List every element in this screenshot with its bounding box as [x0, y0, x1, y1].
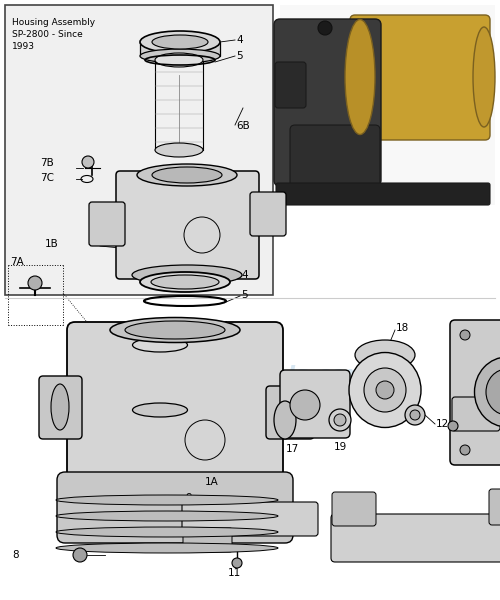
Circle shape	[232, 558, 242, 568]
Text: 19: 19	[334, 442, 347, 452]
Ellipse shape	[140, 31, 220, 53]
Bar	[140, 42, 220, 56]
FancyBboxPatch shape	[250, 192, 286, 236]
FancyBboxPatch shape	[39, 376, 82, 439]
Text: 17: 17	[286, 444, 299, 454]
Ellipse shape	[110, 317, 240, 343]
Circle shape	[318, 21, 332, 35]
Text: Housing Assembly
SP-2800 - Since
1993: Housing Assembly SP-2800 - Since 1993	[12, 18, 95, 50]
Text: 15: 15	[467, 427, 480, 437]
Ellipse shape	[140, 272, 230, 292]
Text: 11: 11	[228, 568, 241, 578]
FancyBboxPatch shape	[280, 370, 350, 438]
Ellipse shape	[132, 403, 188, 417]
Ellipse shape	[274, 401, 296, 439]
FancyBboxPatch shape	[266, 386, 314, 439]
Ellipse shape	[290, 390, 320, 420]
Ellipse shape	[125, 321, 225, 339]
FancyBboxPatch shape	[274, 19, 381, 186]
Ellipse shape	[410, 410, 420, 420]
Circle shape	[460, 330, 470, 340]
FancyBboxPatch shape	[350, 15, 490, 140]
FancyBboxPatch shape	[332, 492, 376, 526]
Ellipse shape	[140, 49, 220, 63]
FancyBboxPatch shape	[452, 397, 500, 431]
Ellipse shape	[405, 405, 425, 425]
FancyBboxPatch shape	[450, 320, 500, 465]
Text: 9: 9	[490, 502, 496, 512]
Text: 6A: 6A	[216, 321, 230, 331]
Ellipse shape	[349, 352, 421, 427]
Text: 1B: 1B	[45, 239, 59, 249]
Circle shape	[73, 548, 87, 562]
Text: 3: 3	[274, 399, 280, 409]
Circle shape	[28, 276, 42, 290]
Ellipse shape	[56, 543, 278, 553]
Text: INYOpools.com: INYOpools.com	[181, 365, 369, 385]
Ellipse shape	[56, 495, 278, 505]
Ellipse shape	[285, 391, 305, 433]
Ellipse shape	[474, 357, 500, 427]
Ellipse shape	[152, 167, 222, 183]
Bar	[280, 5, 495, 205]
FancyBboxPatch shape	[67, 322, 283, 518]
Ellipse shape	[486, 369, 500, 415]
Text: 4: 4	[236, 35, 242, 45]
FancyBboxPatch shape	[290, 125, 380, 195]
Text: 6B: 6B	[236, 121, 250, 131]
Ellipse shape	[51, 384, 69, 430]
Ellipse shape	[132, 338, 188, 352]
FancyBboxPatch shape	[331, 514, 500, 562]
FancyBboxPatch shape	[183, 528, 232, 552]
Circle shape	[460, 445, 470, 455]
Ellipse shape	[137, 164, 237, 186]
Text: 7C: 7C	[40, 173, 54, 183]
Ellipse shape	[334, 414, 346, 426]
Text: 5: 5	[241, 290, 248, 300]
FancyBboxPatch shape	[182, 502, 318, 536]
Circle shape	[82, 156, 94, 168]
Bar	[5, 5, 273, 295]
Ellipse shape	[473, 27, 495, 127]
FancyBboxPatch shape	[116, 171, 259, 279]
Ellipse shape	[329, 409, 351, 431]
Ellipse shape	[364, 368, 406, 412]
Ellipse shape	[56, 527, 278, 537]
Ellipse shape	[56, 511, 278, 521]
Text: 1A: 1A	[205, 477, 219, 487]
Text: 7B: 7B	[40, 158, 54, 168]
Text: 8: 8	[12, 550, 18, 560]
Text: 12: 12	[436, 419, 449, 429]
Ellipse shape	[345, 19, 375, 134]
Ellipse shape	[376, 381, 394, 399]
FancyBboxPatch shape	[275, 62, 306, 108]
FancyBboxPatch shape	[57, 472, 293, 543]
Ellipse shape	[155, 143, 203, 157]
Text: 5: 5	[236, 51, 242, 61]
FancyBboxPatch shape	[276, 183, 490, 205]
Ellipse shape	[132, 265, 242, 285]
Ellipse shape	[155, 53, 203, 67]
Ellipse shape	[151, 275, 219, 289]
Circle shape	[448, 421, 458, 431]
FancyBboxPatch shape	[489, 489, 500, 525]
Ellipse shape	[355, 340, 415, 370]
Text: 4: 4	[241, 270, 248, 280]
Text: 18: 18	[396, 323, 409, 333]
FancyBboxPatch shape	[89, 202, 125, 246]
Text: 2: 2	[398, 365, 404, 375]
Text: 7A: 7A	[10, 257, 24, 267]
Text: 9: 9	[185, 493, 192, 503]
Ellipse shape	[152, 35, 208, 49]
